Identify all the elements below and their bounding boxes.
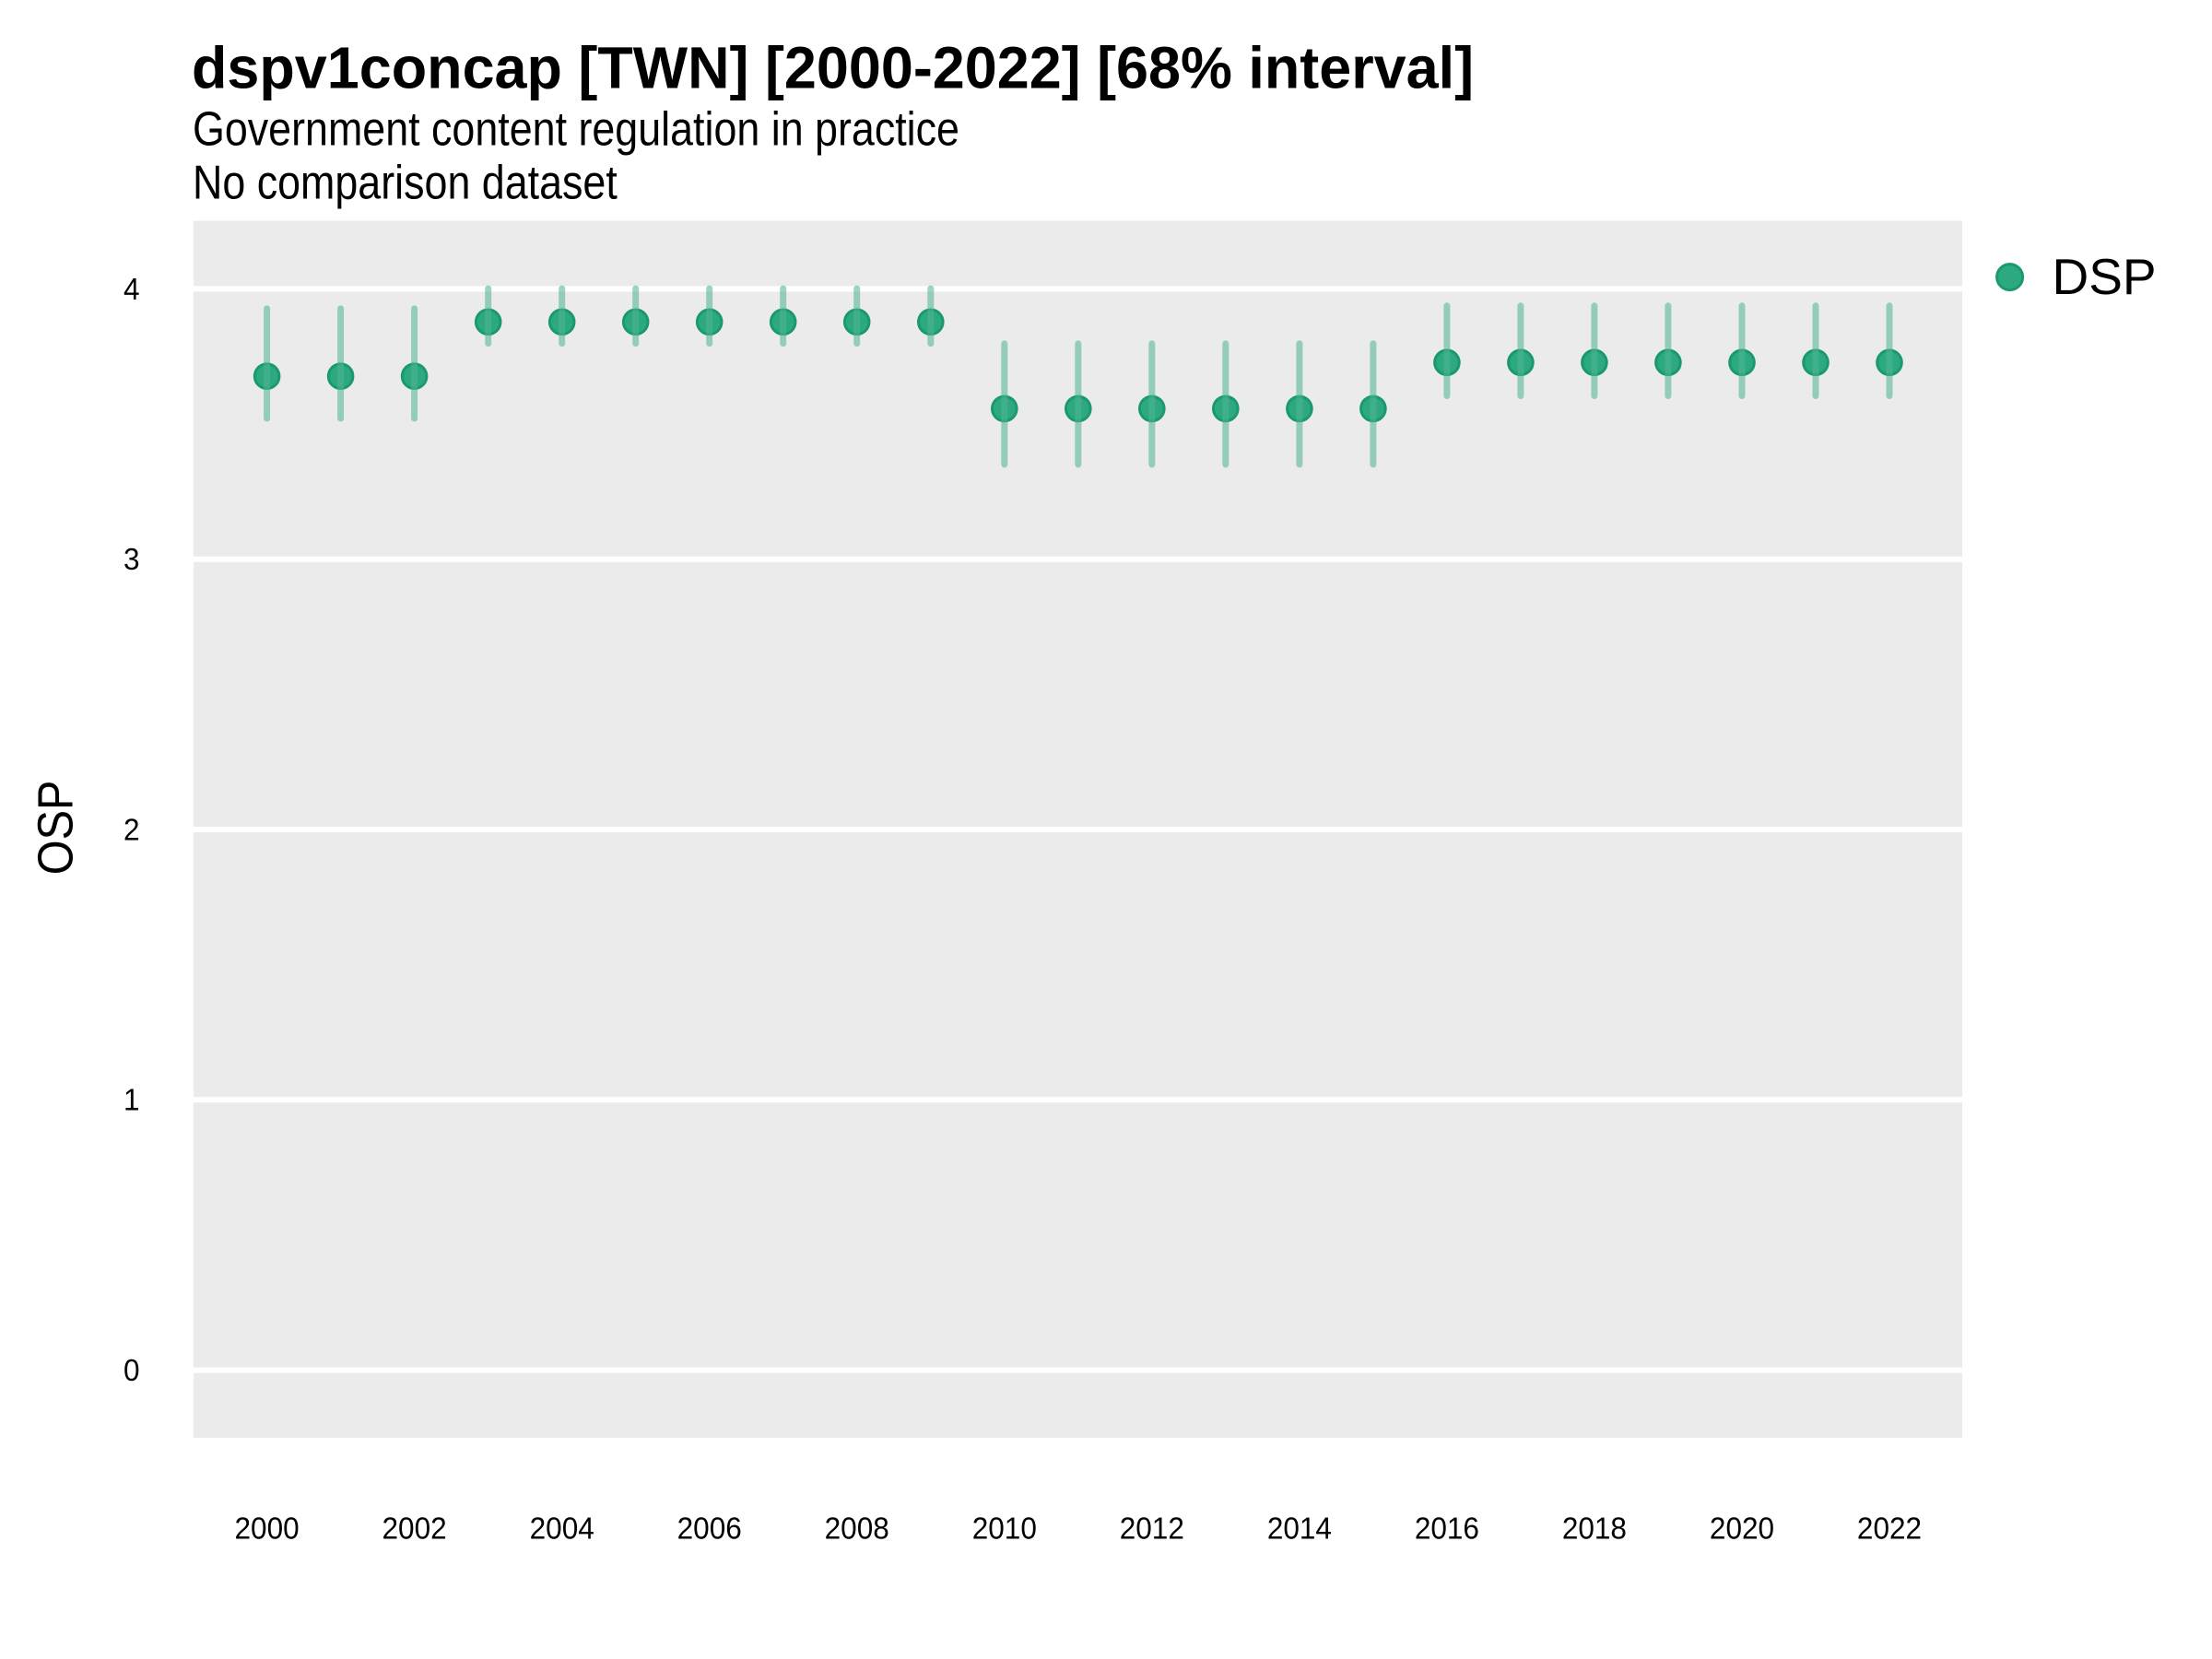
- svg-text:2020: 2020: [1710, 1512, 1774, 1546]
- svg-text:DSP: DSP: [2053, 248, 2157, 305]
- svg-text:2004: 2004: [530, 1512, 594, 1546]
- svg-text:Government content regulation: Government content regulation in practic…: [193, 103, 959, 157]
- svg-text:2018: 2018: [1562, 1512, 1627, 1546]
- svg-text:0: 0: [124, 1353, 140, 1387]
- svg-text:2006: 2006: [677, 1512, 742, 1546]
- svg-text:dspv1concap [TWN] [2000-2022]: dspv1concap [TWN] [2000-2022] [68% inter…: [192, 36, 1474, 101]
- svg-text:3: 3: [124, 542, 140, 576]
- svg-text:2: 2: [124, 813, 140, 847]
- svg-text:2008: 2008: [825, 1512, 889, 1546]
- svg-text:OSP: OSP: [27, 781, 83, 876]
- svg-text:4: 4: [124, 272, 140, 306]
- svg-text:No comparison dataset: No comparison dataset: [193, 156, 618, 209]
- svg-text:2014: 2014: [1267, 1512, 1332, 1546]
- svg-text:2012: 2012: [1120, 1512, 1184, 1546]
- svg-text:2002: 2002: [382, 1512, 447, 1546]
- svg-text:2022: 2022: [1857, 1512, 1922, 1546]
- svg-text:2000: 2000: [235, 1512, 300, 1546]
- svg-text:1: 1: [124, 1083, 140, 1117]
- svg-text:2010: 2010: [972, 1512, 1037, 1546]
- svg-text:2016: 2016: [1415, 1512, 1479, 1546]
